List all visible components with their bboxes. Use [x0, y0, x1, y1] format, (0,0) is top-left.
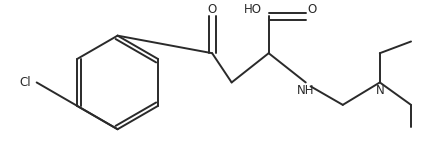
- Text: O: O: [207, 3, 216, 16]
- Text: NH: NH: [296, 84, 314, 97]
- Text: HO: HO: [243, 3, 261, 16]
- Text: O: O: [306, 3, 316, 16]
- Text: Cl: Cl: [19, 76, 31, 89]
- Text: N: N: [375, 84, 383, 97]
